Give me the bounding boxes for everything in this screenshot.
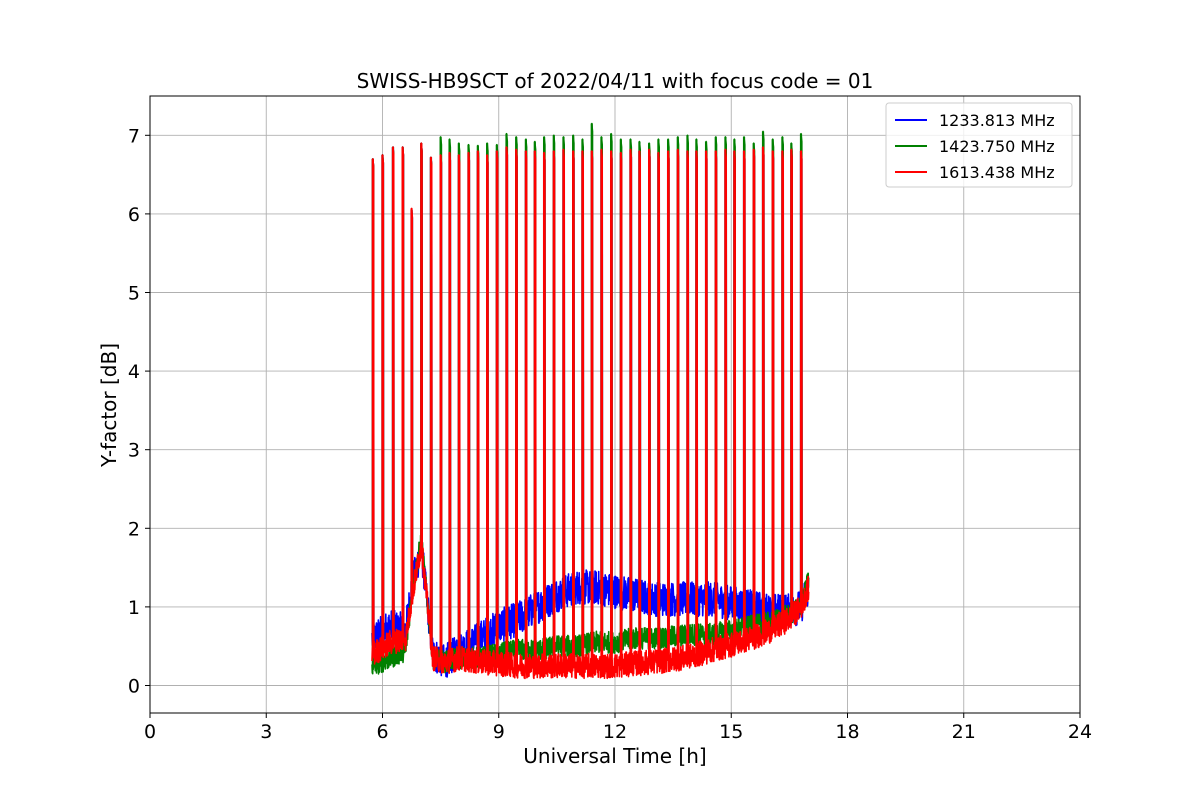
chart-title: SWISS-HB9SCT of 2022/04/11 with focus co…: [357, 69, 874, 93]
legend-box: [885, 102, 1073, 188]
legend-label: 1233.813 MHz: [939, 111, 1055, 130]
y-tick-label: 4: [128, 361, 140, 383]
x-tick-label: 9: [493, 721, 505, 743]
y-tick-label: 2: [128, 518, 140, 540]
x-axis-label: Universal Time [h]: [523, 744, 706, 768]
x-tick-label: 12: [603, 721, 627, 743]
x-tick-label: 15: [719, 721, 743, 743]
y-tick-label: 7: [128, 125, 140, 147]
legend-label: 1423.750 MHz: [939, 137, 1055, 156]
x-tick-label: 21: [952, 721, 976, 743]
y-axis-label: Y-factor [dB]: [97, 343, 121, 468]
y-tick-label: 6: [128, 204, 140, 226]
plot-area: [371, 122, 810, 680]
legend: 1233.813 MHz 1423.750 MHz 1613.438 MHz: [885, 102, 1073, 188]
series-line: [371, 142, 810, 680]
grid-lines: [149, 96, 1081, 713]
y-axis: 0 1 2 3 4 5 6 7: [128, 125, 150, 697]
x-tick-label: 24: [1068, 721, 1092, 743]
x-axis: 0 3 6 9 12 15 18 21 24: [144, 713, 1092, 743]
x-tick-label: 18: [835, 721, 859, 743]
series-3: [371, 142, 810, 680]
x-tick-label: 6: [376, 721, 388, 743]
legend-label: 1613.438 MHz: [939, 163, 1055, 182]
y-tick-label: 5: [128, 282, 140, 304]
x-tick-label: 0: [144, 721, 156, 743]
y-tick-label: 0: [128, 675, 140, 697]
y-tick-label: 1: [128, 597, 140, 619]
y-tick-label: 3: [128, 440, 140, 462]
x-tick-label: 3: [260, 721, 272, 743]
